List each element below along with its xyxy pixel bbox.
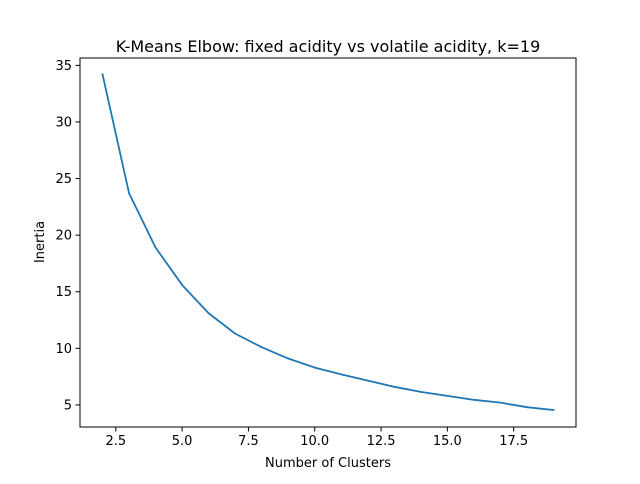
y-axis-label: Inertia <box>33 221 48 263</box>
y-tick-label: 5 <box>64 398 72 413</box>
y-tick-label: 10 <box>55 342 72 357</box>
plot-frame <box>79 57 577 428</box>
x-tick-label: 10.0 <box>300 434 329 449</box>
data-point <box>419 391 422 393</box>
chart-title: K-Means Elbow: fixed acidity vs volatile… <box>116 37 541 56</box>
data-point <box>472 398 475 401</box>
x-tick-label: 12.5 <box>367 434 396 449</box>
data-point <box>393 385 396 388</box>
series-line-0 <box>101 73 555 412</box>
data-point <box>313 366 316 369</box>
y-tick-label: 20 <box>55 229 72 244</box>
x-axis-label: Number of Clusters <box>265 456 391 471</box>
data-point <box>446 394 449 397</box>
data-point <box>499 401 502 404</box>
plot-area <box>101 73 555 412</box>
x-tick-label: 2.5 <box>105 434 126 449</box>
x-tick-label: 5.0 <box>172 434 193 449</box>
data-point <box>526 406 528 409</box>
data-point <box>101 73 104 76</box>
data-point <box>181 284 184 286</box>
y-tick-label: 35 <box>55 59 72 74</box>
axes: 2.5 5.0 7.5 10.0 12.5 15.0 17.5 5 10 15 20 25 30 35 <box>55 57 577 449</box>
x-tick-label: 7.5 <box>238 434 259 449</box>
y-tick-label: 25 <box>55 172 72 187</box>
y-tick-label: 15 <box>55 285 72 300</box>
x-tick-label: 17.5 <box>499 434 528 449</box>
x-tick-label: 15.0 <box>433 434 462 449</box>
data-point <box>207 312 210 315</box>
data-point <box>287 357 290 360</box>
data-point <box>154 246 157 249</box>
data-point <box>366 379 369 382</box>
data-point <box>552 409 555 411</box>
data-point <box>234 332 237 335</box>
data-point <box>260 346 263 349</box>
data-point <box>340 373 343 376</box>
y-tick-label: 30 <box>55 115 72 130</box>
data-point <box>128 192 130 195</box>
